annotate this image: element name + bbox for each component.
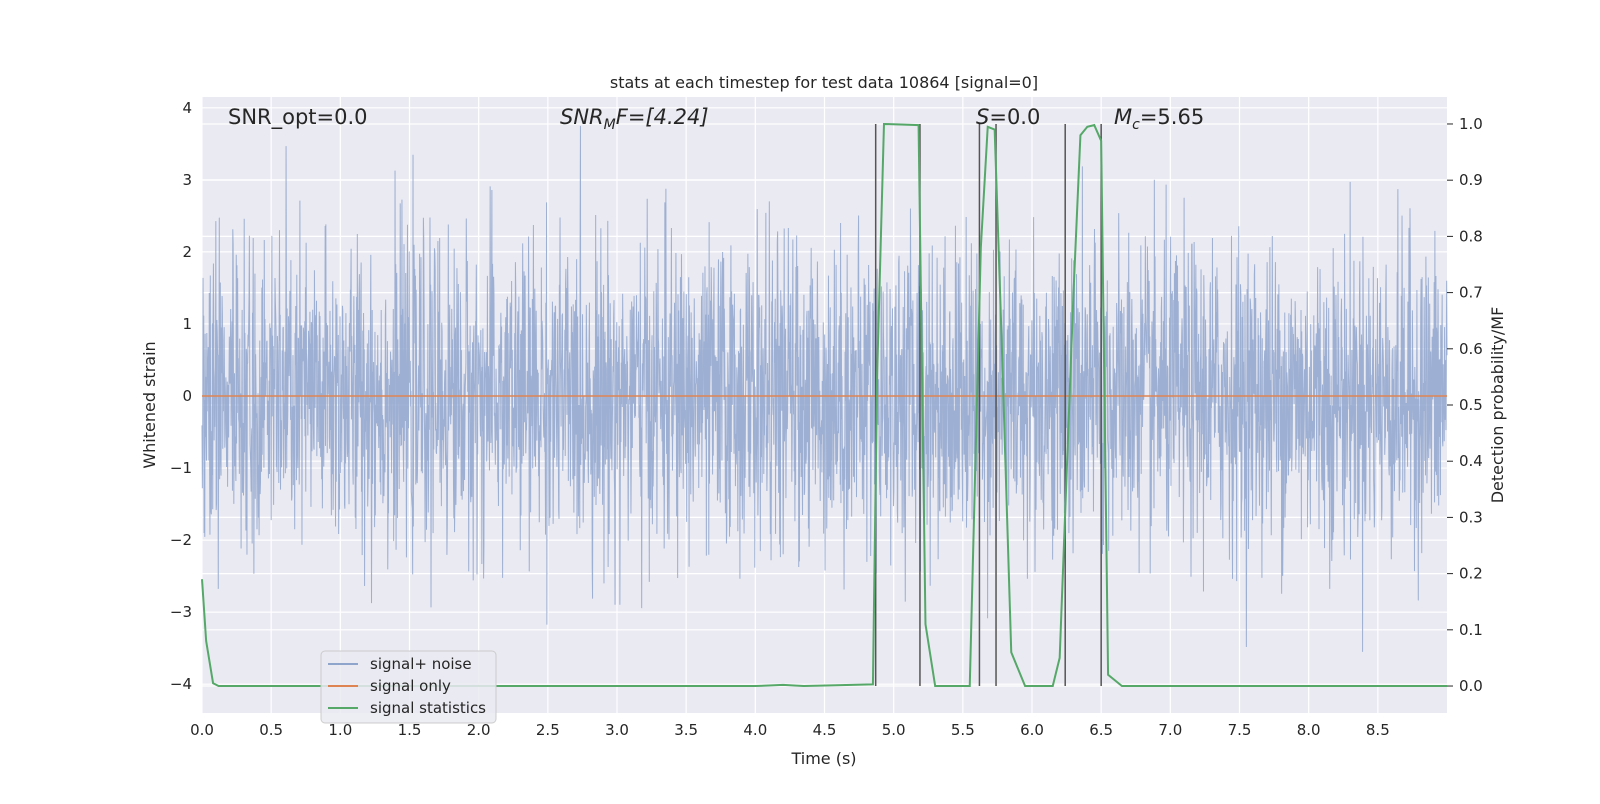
- x-tick-label: 4.5: [813, 721, 837, 739]
- annotation-s: S=0.0: [976, 105, 1040, 129]
- y-right-tick-label: 0.9: [1459, 171, 1483, 189]
- y-tick-label: 2: [182, 243, 192, 261]
- chart-title: stats at each timestep for test data 108…: [610, 73, 1038, 92]
- x-tick-label: 1.5: [398, 721, 422, 739]
- x-tick-label: 3.5: [674, 721, 698, 739]
- annotation-snr-opt: SNR_opt=0.0: [228, 105, 368, 130]
- signal-noise-line: [201, 125, 1448, 652]
- y-axis-label-right: Detection probability/MF: [1488, 307, 1507, 504]
- y-tick-label: −1: [170, 459, 192, 477]
- y-tick-label: −3: [170, 603, 192, 621]
- y-tick-label: 3: [182, 171, 192, 189]
- y-right-tick-label: 0.8: [1459, 227, 1483, 245]
- y-right-tick-label: 0.6: [1459, 340, 1483, 358]
- x-tick-label: 1.0: [328, 721, 352, 739]
- signal-statistics-line: [201, 122, 1447, 688]
- legend-label-signal-noise: signal+ noise: [370, 655, 472, 673]
- annotation-mc: Mc=5.65: [1114, 105, 1204, 133]
- y-right-tick-label: 0.3: [1459, 508, 1483, 526]
- y-right-tick-label: 0.1: [1459, 621, 1483, 639]
- x-tick-label: 5.0: [882, 721, 906, 739]
- y-right-tick-label: 0.7: [1459, 284, 1483, 302]
- x-tick-label: 0.5: [259, 721, 283, 739]
- legend: signal+ noise signal only signal statist…: [320, 650, 497, 724]
- signal-noise-series: [201, 125, 1448, 652]
- legend-label-signal-statistics: signal statistics: [370, 699, 486, 717]
- y-tick-label: −4: [170, 675, 192, 693]
- x-tick-label: 2.5: [536, 721, 560, 739]
- x-tick-label: 8.5: [1366, 721, 1390, 739]
- y-tick-label: 1: [182, 315, 192, 333]
- y-tick-label: −2: [170, 531, 192, 549]
- y-axis-label: Whitened strain: [140, 341, 159, 468]
- annotation-snr-mf: SNRMF=[4.24]: [560, 105, 709, 133]
- y-right-tick-label: 0.2: [1459, 565, 1483, 583]
- signal-statistics-series: [201, 122, 1447, 688]
- x-tick-label: 4.0: [743, 721, 767, 739]
- y-right-tick-label: 0.0: [1459, 677, 1483, 695]
- x-tick-label: 2.0: [467, 721, 491, 739]
- x-tick-label: 7.0: [1158, 721, 1182, 739]
- legend-label-signal-only: signal only: [370, 677, 451, 695]
- y-tick-label: 0: [182, 387, 192, 405]
- x-tick-label: 6.5: [1089, 721, 1113, 739]
- x-tick-label: 3.0: [605, 721, 629, 739]
- x-axis-label: Time (s): [790, 749, 856, 768]
- y-right-tick-label: 1.0: [1459, 115, 1483, 133]
- y-right-tick-label: 0.4: [1459, 452, 1483, 470]
- tick-labels: 0.0 0.5 1.0 1.5 2.0 2.5 3.0 3.5 4.0 4.5 5.0 5.5 6.0 6…: [170, 99, 1483, 739]
- x-tick-label: 5.5: [951, 721, 975, 739]
- x-tick-label: 7.5: [1228, 721, 1252, 739]
- legend-box: [320, 650, 497, 724]
- y-tick-label: 4: [182, 99, 192, 117]
- y-right-tick-label: 0.5: [1459, 396, 1483, 414]
- x-tick-label: 6.0: [1020, 721, 1044, 739]
- x-tick-label: 8.0: [1297, 721, 1321, 739]
- x-tick-label: 0.0: [190, 721, 214, 739]
